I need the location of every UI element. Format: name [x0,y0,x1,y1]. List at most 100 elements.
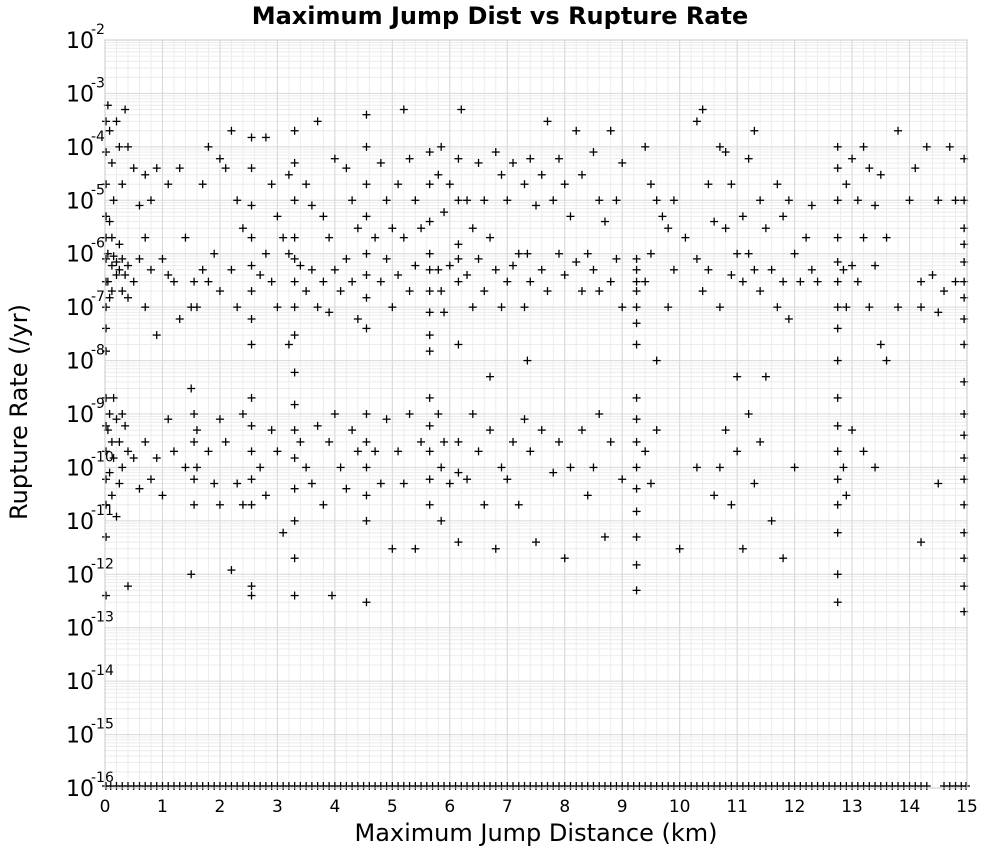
data-point [112,270,121,279]
data-point [773,180,782,189]
y-tick-exponent: -2 [91,22,105,38]
data-point [273,447,282,456]
data-point [215,415,224,424]
data-point [290,368,299,377]
data-point [632,532,641,541]
data-point [454,340,463,349]
data-point [302,180,311,189]
data-point [336,287,345,296]
data-point [790,249,799,258]
data-point [247,314,256,323]
data-point [612,196,621,205]
data-point [853,196,862,205]
data-point [738,277,747,286]
data-point [652,426,661,435]
data-point [646,479,655,488]
data-point [290,254,299,263]
data-point [109,393,118,402]
data-point [121,105,130,114]
data-point [652,356,661,365]
data-point [121,270,130,279]
data-point [632,265,641,274]
data-point [102,254,110,263]
data-point [405,154,414,163]
data-point [761,372,770,381]
data-point [632,254,641,263]
data-point [330,410,339,418]
y-tick-labels: 10-210-310-410-510-610-710-810-910-1010-… [66,22,114,802]
data-point [330,265,339,274]
data-point [454,277,463,286]
data-point [445,479,454,488]
y-tick-exponent: -16 [91,770,114,786]
data-point [917,303,926,312]
data-point [715,303,724,312]
data-point [382,196,391,205]
data-point [112,512,121,521]
data-point [721,148,730,157]
data-point [566,212,575,221]
y-tick-base: 10 [66,29,94,54]
data-point [123,582,132,591]
data-point [503,475,512,484]
data-point [491,148,500,157]
data-point [102,393,110,402]
data-point [152,454,161,463]
data-point [247,201,256,210]
data-point [454,437,463,446]
data-point [325,308,334,317]
data-point [417,437,426,446]
data-point [454,240,463,249]
y-tick-base: 10 [66,403,94,428]
data-point [362,270,371,279]
data-point [833,598,842,607]
data-point [848,154,857,163]
data-point [371,447,380,456]
data-point [632,287,641,296]
data-point [399,233,408,242]
y-tick-base: 10 [66,777,94,802]
data-point [425,287,434,296]
data-point [632,560,641,569]
data-point [537,265,546,274]
data-point [733,249,742,258]
data-point [353,224,362,233]
data-point [290,426,299,435]
data-point [721,224,730,233]
data-point [833,528,842,537]
grid-lines [104,39,968,789]
data-point [192,463,201,472]
data-point [600,532,609,541]
data-point [279,233,288,242]
x-tick-label: 7 [502,797,513,817]
data-point [382,254,391,263]
data-point [876,170,885,179]
data-point [839,463,848,472]
data-point [773,303,782,312]
data-point [279,528,288,537]
data-point [859,142,868,151]
data-point [129,454,138,463]
data-point [577,426,586,435]
data-point [342,484,351,493]
data-point [463,475,472,484]
data-point [102,347,110,356]
data-point [434,170,443,179]
data-point [520,415,529,424]
data-point [290,484,299,493]
data-point [247,393,256,402]
x-tick-label: 2 [215,797,226,817]
y-tick-exponent: -14 [91,663,114,679]
x-tick-label: 15 [956,797,978,817]
data-point [859,447,868,456]
data-point [454,468,463,477]
data-point [267,277,276,286]
data-point [362,142,371,151]
data-point [141,437,150,446]
data-point [549,196,558,205]
y-tick-base: 10 [66,617,94,642]
y-tick-exponent: -7 [91,289,105,305]
data-point [158,491,167,500]
data-point [727,270,736,279]
data-point [790,463,799,472]
